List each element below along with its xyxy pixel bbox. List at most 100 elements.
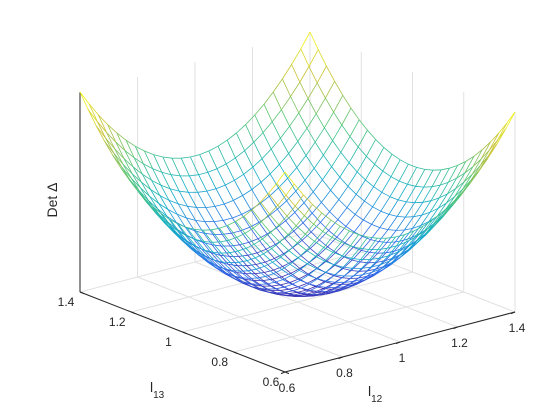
mesh-segment xyxy=(271,248,282,258)
mesh-segment xyxy=(330,190,340,200)
mesh-segment xyxy=(336,282,346,288)
axes-grid xyxy=(79,32,516,373)
mesh-segment xyxy=(245,273,255,281)
mesh-segment xyxy=(331,284,342,290)
mesh-segment xyxy=(350,261,361,271)
mesh-segment xyxy=(238,256,248,266)
mesh-segment xyxy=(407,167,417,185)
mesh-segment xyxy=(313,223,324,232)
mesh-segment xyxy=(411,233,420,238)
mesh-segment xyxy=(456,161,467,179)
mesh-segment xyxy=(236,233,246,238)
mesh-segment xyxy=(282,78,291,97)
mesh-segment xyxy=(390,176,400,182)
surface-mesh xyxy=(79,31,516,297)
mesh-segment xyxy=(220,245,230,257)
mesh-segment xyxy=(309,278,318,285)
mesh-segment xyxy=(162,219,172,227)
mesh-segment xyxy=(366,156,375,165)
mesh-segment xyxy=(396,201,407,217)
mesh-segment xyxy=(282,279,293,285)
mesh-segment xyxy=(312,179,323,193)
x-tick-label-0: 0.6 xyxy=(279,381,296,395)
mesh-segment xyxy=(371,224,380,228)
mesh-segment xyxy=(252,227,263,240)
mesh-segment xyxy=(207,168,218,173)
mesh-segment xyxy=(188,242,199,253)
mesh-segment xyxy=(289,112,300,127)
y-tick-label-0: 0.6 xyxy=(263,375,280,389)
x-axis-label: l12 xyxy=(368,383,383,405)
mesh-segment xyxy=(248,238,259,243)
mesh-segment xyxy=(282,64,292,80)
x-tick-label-2: 1 xyxy=(399,351,406,365)
mesh-segment xyxy=(231,270,240,272)
mesh-segment xyxy=(333,264,344,268)
mesh-segment xyxy=(412,214,423,229)
mesh-segment xyxy=(267,208,278,217)
mesh-segment xyxy=(269,164,280,175)
mesh-segment xyxy=(178,223,188,237)
mesh-segment xyxy=(310,231,320,241)
mesh-segment xyxy=(277,195,287,206)
mesh-segment xyxy=(317,49,327,67)
y-tick-mark-1 xyxy=(233,351,238,355)
mesh-segment xyxy=(148,200,159,210)
mesh-segment xyxy=(321,190,331,203)
mesh-segment xyxy=(275,288,285,293)
mesh-segment xyxy=(199,154,209,173)
mesh-segment xyxy=(341,245,351,257)
mesh-segment xyxy=(379,227,389,230)
mesh-segment xyxy=(268,193,279,206)
mesh-segment xyxy=(125,139,136,147)
mesh-segment xyxy=(274,279,283,283)
mesh-segment xyxy=(343,246,354,258)
mesh-segment xyxy=(477,158,488,173)
mesh-segment xyxy=(272,276,282,280)
mesh-segment xyxy=(289,278,300,283)
mesh-segment xyxy=(313,154,324,169)
mesh-segment xyxy=(239,270,250,279)
mesh-segment xyxy=(378,255,389,259)
mesh-segment xyxy=(205,207,215,222)
mesh-segment xyxy=(321,202,330,212)
mesh-segment xyxy=(393,240,404,252)
mesh-segment xyxy=(294,205,305,216)
mesh-segment xyxy=(128,179,138,191)
mesh-segment xyxy=(353,268,362,277)
mesh-segment xyxy=(262,232,271,240)
mesh-segment xyxy=(217,139,228,147)
mesh-segment xyxy=(344,275,354,283)
mesh-segment xyxy=(279,241,290,251)
mesh-segment xyxy=(354,200,365,215)
mesh-segment xyxy=(328,219,339,231)
mesh-segment xyxy=(323,154,332,167)
mesh-segment xyxy=(267,288,277,294)
mesh-segment xyxy=(385,250,395,254)
mesh-segment xyxy=(326,65,335,82)
mesh-segment xyxy=(465,155,475,162)
mesh-segment xyxy=(343,266,353,269)
mesh-segment xyxy=(253,238,263,245)
mesh-segment xyxy=(350,245,360,249)
mesh-segment xyxy=(340,230,350,243)
mesh-segment xyxy=(449,165,458,169)
mesh-segment xyxy=(112,155,122,169)
mesh-segment xyxy=(234,173,244,181)
mesh-segment xyxy=(238,254,248,257)
mesh-segment xyxy=(295,225,306,235)
mesh-segment xyxy=(362,236,371,240)
mesh-segment xyxy=(170,226,181,238)
mesh-segment xyxy=(505,111,516,129)
mesh-segment xyxy=(362,266,372,276)
mesh-segment xyxy=(225,179,235,186)
mesh-segment xyxy=(277,200,287,210)
mesh-segment xyxy=(367,236,378,239)
mesh-segment xyxy=(387,245,397,249)
mesh-segment xyxy=(345,214,356,227)
mesh-segment xyxy=(416,167,425,170)
mesh-segment xyxy=(340,152,350,163)
mesh-segment xyxy=(380,263,391,270)
mesh-segment xyxy=(187,235,196,240)
mesh-segment xyxy=(253,132,264,143)
